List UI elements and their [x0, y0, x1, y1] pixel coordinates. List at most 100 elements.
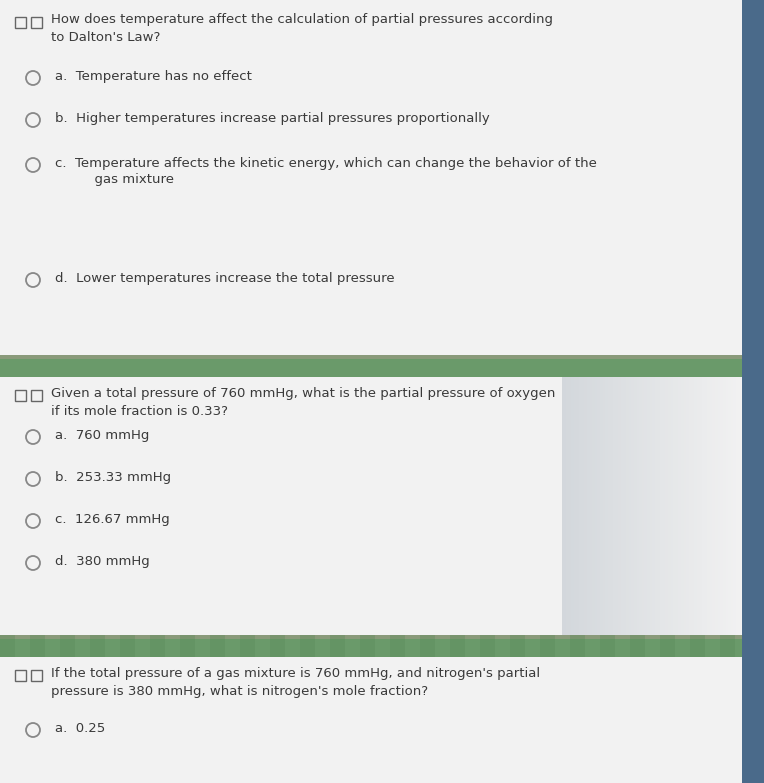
- Bar: [579, 377, 580, 635]
- Bar: [726, 377, 727, 635]
- Bar: [740, 377, 741, 635]
- Bar: [681, 377, 682, 635]
- Bar: [625, 377, 626, 635]
- Bar: [652, 377, 653, 635]
- Bar: [619, 377, 620, 635]
- Bar: [390, 635, 405, 657]
- Bar: [663, 377, 664, 635]
- Bar: [692, 377, 693, 635]
- Bar: [688, 377, 689, 635]
- Bar: [570, 377, 571, 635]
- Bar: [330, 635, 345, 657]
- Bar: [736, 377, 737, 635]
- Bar: [741, 377, 742, 635]
- Bar: [670, 377, 671, 635]
- Bar: [480, 635, 495, 657]
- Bar: [676, 377, 677, 635]
- Bar: [628, 377, 629, 635]
- Bar: [603, 377, 604, 635]
- Bar: [659, 377, 660, 635]
- Bar: [15, 390, 26, 401]
- Bar: [661, 377, 662, 635]
- Bar: [668, 377, 669, 635]
- Bar: [589, 377, 590, 635]
- Bar: [585, 377, 586, 635]
- Bar: [696, 377, 697, 635]
- Bar: [621, 377, 622, 635]
- Bar: [737, 377, 738, 635]
- Bar: [644, 377, 645, 635]
- Bar: [612, 377, 613, 635]
- Bar: [360, 635, 375, 657]
- Bar: [240, 635, 255, 657]
- Bar: [677, 377, 678, 635]
- Bar: [0, 359, 742, 377]
- Bar: [15, 670, 26, 681]
- Text: b.  Higher temperatures increase partial pressures proportionally: b. Higher temperatures increase partial …: [55, 112, 490, 125]
- Bar: [0, 639, 742, 657]
- Bar: [687, 377, 688, 635]
- Bar: [712, 377, 713, 635]
- Bar: [678, 377, 679, 635]
- Bar: [738, 377, 739, 635]
- Bar: [567, 377, 568, 635]
- Bar: [722, 377, 723, 635]
- Bar: [595, 377, 596, 635]
- Bar: [594, 377, 595, 635]
- Bar: [742, 0, 764, 783]
- Bar: [704, 377, 705, 635]
- Bar: [565, 377, 566, 635]
- Bar: [629, 377, 630, 635]
- Bar: [592, 377, 593, 635]
- Bar: [31, 390, 42, 401]
- Bar: [606, 377, 607, 635]
- Bar: [564, 377, 565, 635]
- Bar: [613, 377, 614, 635]
- Bar: [0, 635, 742, 639]
- Bar: [30, 635, 45, 657]
- Bar: [664, 377, 665, 635]
- Bar: [600, 377, 601, 635]
- Bar: [605, 377, 606, 635]
- Bar: [733, 377, 734, 635]
- Bar: [725, 377, 726, 635]
- Bar: [590, 377, 591, 635]
- Bar: [642, 377, 643, 635]
- Bar: [0, 355, 742, 359]
- Bar: [721, 377, 722, 635]
- Bar: [615, 377, 616, 635]
- Bar: [599, 377, 600, 635]
- Bar: [0, 0, 742, 355]
- Bar: [734, 377, 735, 635]
- Bar: [702, 377, 703, 635]
- Bar: [720, 635, 735, 657]
- Bar: [643, 377, 644, 635]
- Bar: [570, 635, 585, 657]
- Bar: [610, 377, 611, 635]
- Text: to Dalton's Law?: to Dalton's Law?: [51, 31, 160, 44]
- Bar: [727, 377, 728, 635]
- Bar: [630, 635, 645, 657]
- Bar: [693, 377, 694, 635]
- Text: gas mixture: gas mixture: [69, 173, 174, 186]
- Bar: [675, 377, 676, 635]
- Bar: [669, 377, 670, 635]
- Bar: [671, 377, 672, 635]
- Bar: [660, 377, 661, 635]
- Bar: [728, 377, 729, 635]
- Bar: [685, 377, 686, 635]
- Bar: [60, 635, 75, 657]
- Bar: [569, 377, 570, 635]
- Bar: [650, 377, 651, 635]
- Bar: [684, 377, 685, 635]
- Bar: [682, 377, 683, 635]
- Bar: [609, 377, 610, 635]
- Bar: [717, 377, 718, 635]
- Bar: [631, 377, 632, 635]
- Bar: [180, 635, 195, 657]
- Bar: [626, 377, 627, 635]
- Bar: [624, 377, 625, 635]
- Text: c.  Temperature affects the kinetic energy, which can change the behavior of the: c. Temperature affects the kinetic energ…: [55, 157, 597, 170]
- Bar: [660, 635, 675, 657]
- Bar: [713, 377, 714, 635]
